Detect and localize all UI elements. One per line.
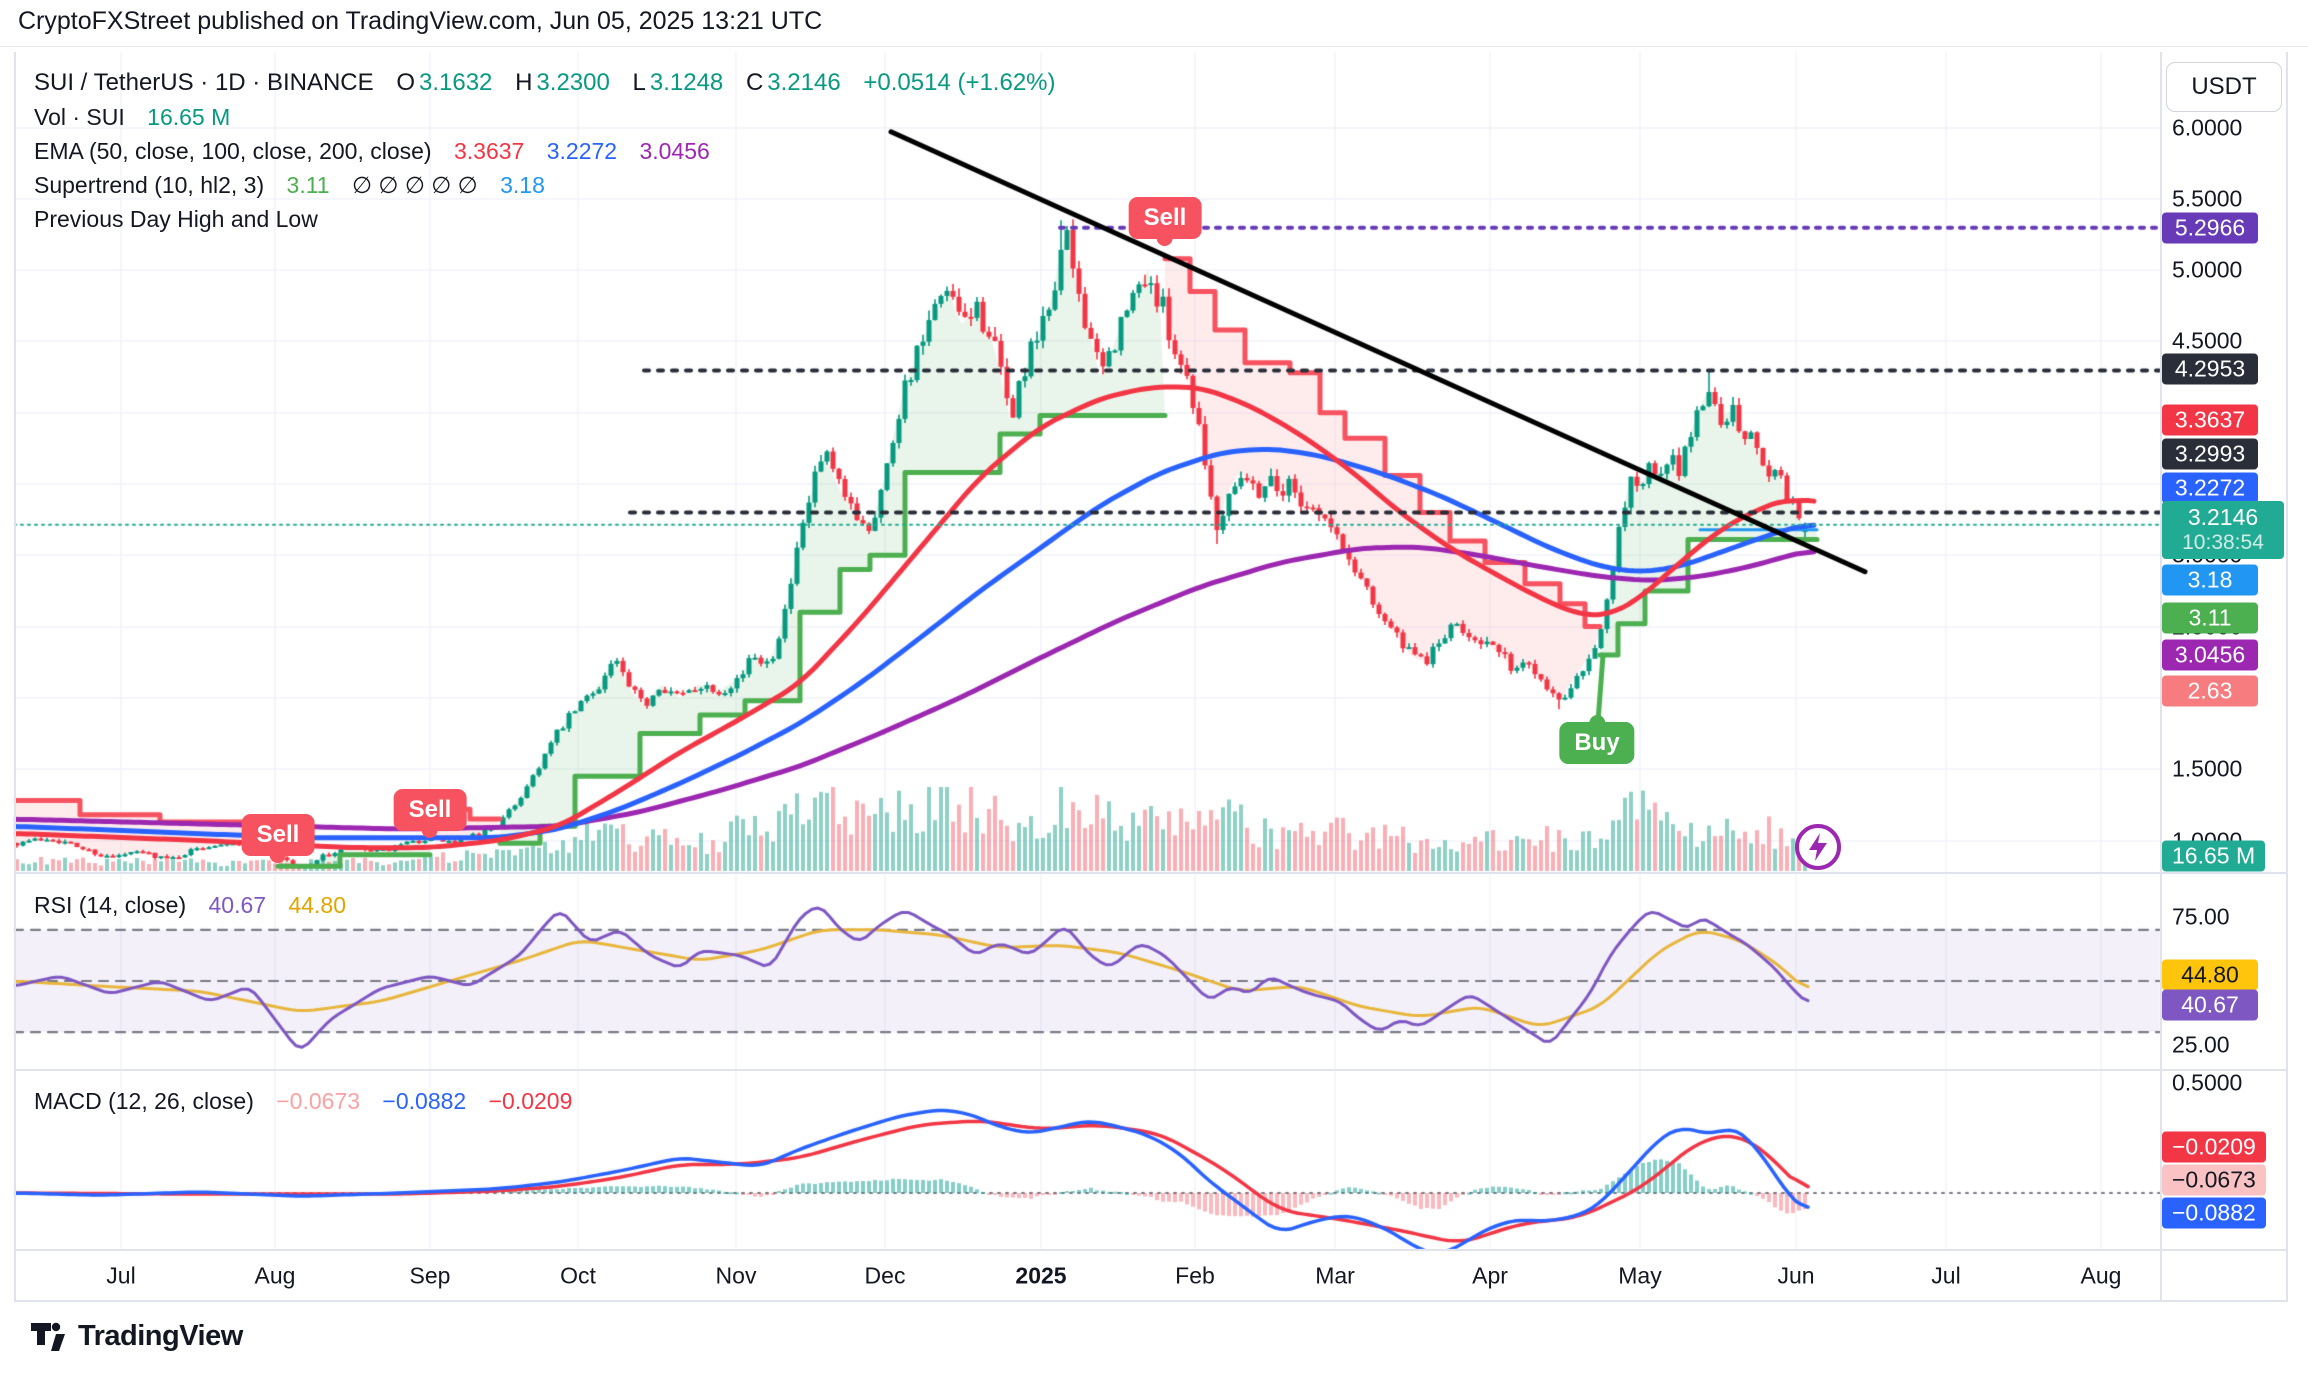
volume-row[interactable]: Vol · SUI 16.65 M xyxy=(34,100,1056,134)
change-value: +0.0514 (+1.62%) xyxy=(863,69,1056,96)
chart-right-border xyxy=(2286,52,2288,1301)
low-label: L xyxy=(632,69,646,96)
attribution-header: CryptoFXStreet published on TradingView.… xyxy=(18,7,823,35)
main-rsi-divider[interactable] xyxy=(14,872,2288,874)
high-value: 3.2300 xyxy=(536,69,610,96)
close-value: 3.2146 xyxy=(767,69,841,96)
volume-label: Vol · SUI xyxy=(34,104,125,130)
supertrend-value-1: 3.11 xyxy=(286,172,330,198)
high-label: H xyxy=(515,69,533,96)
ema50-value: 3.3637 xyxy=(453,138,525,164)
supertrend-row[interactable]: Supertrend (10, hl2, 3) 3.11 ∅ ∅ ∅ ∅ ∅ 3… xyxy=(34,168,1056,202)
supertrend-value-2: 3.18 xyxy=(500,172,545,198)
supertrend-label: Supertrend (10, hl2, 3) xyxy=(34,172,265,198)
price-axis-border xyxy=(2160,52,2162,1301)
macd-legend[interactable]: MACD (12, 26, close) −0.0673 −0.0882 −0.… xyxy=(34,1088,572,1115)
ema200-value: 3.0456 xyxy=(639,138,710,164)
macd-line-value: −0.0882 xyxy=(382,1088,467,1114)
macd-signal-value: −0.0209 xyxy=(488,1088,573,1114)
supertrend-empty-values: ∅ ∅ ∅ ∅ ∅ xyxy=(351,172,478,198)
macd-hist-value: −0.0673 xyxy=(276,1088,361,1114)
ema-row[interactable]: EMA (50, close, 100, close, 200, close) … xyxy=(34,134,1056,168)
tradingview-logo-icon xyxy=(31,1322,65,1351)
volume-value: 16.65 M xyxy=(147,104,231,130)
rsi-legend[interactable]: RSI (14, close) 40.67 44.80 xyxy=(34,892,346,919)
rsi-ma-value: 44.80 xyxy=(288,892,347,918)
rsi-value: 40.67 xyxy=(208,892,267,918)
prevday-label: Previous Day High and Low xyxy=(34,206,318,232)
tradingview-logo-text: TradingView xyxy=(78,1320,243,1352)
open-value: 3.1632 xyxy=(419,69,493,96)
ema-label: EMA (50, close, 100, close, 200, close) xyxy=(34,138,432,164)
flash-icon[interactable] xyxy=(1792,821,1844,878)
tradingview-logo[interactable]: TradingView xyxy=(30,1320,243,1353)
macd-label: MACD (12, 26, close) xyxy=(34,1088,254,1114)
open-label: O xyxy=(396,69,415,96)
symbol-title[interactable]: SUI / TetherUS · 1D · BINANCE xyxy=(34,69,374,96)
timeaxis-bottom-border xyxy=(14,1300,2288,1302)
low-value: 3.1248 xyxy=(649,69,724,96)
ema100-value: 3.2272 xyxy=(546,138,618,164)
close-label: C xyxy=(745,69,764,96)
currency-button[interactable]: USDT xyxy=(2166,62,2282,112)
macd-timeaxis-divider xyxy=(14,1249,2288,1251)
prevday-row[interactable]: Previous Day High and Low xyxy=(34,202,1056,236)
chart-left-border xyxy=(14,52,16,1301)
currency-label: USDT xyxy=(2191,73,2257,100)
rsi-macd-divider[interactable] xyxy=(14,1069,2288,1071)
header-strip xyxy=(0,0,2308,47)
rsi-label: RSI (14, close) xyxy=(34,892,187,918)
